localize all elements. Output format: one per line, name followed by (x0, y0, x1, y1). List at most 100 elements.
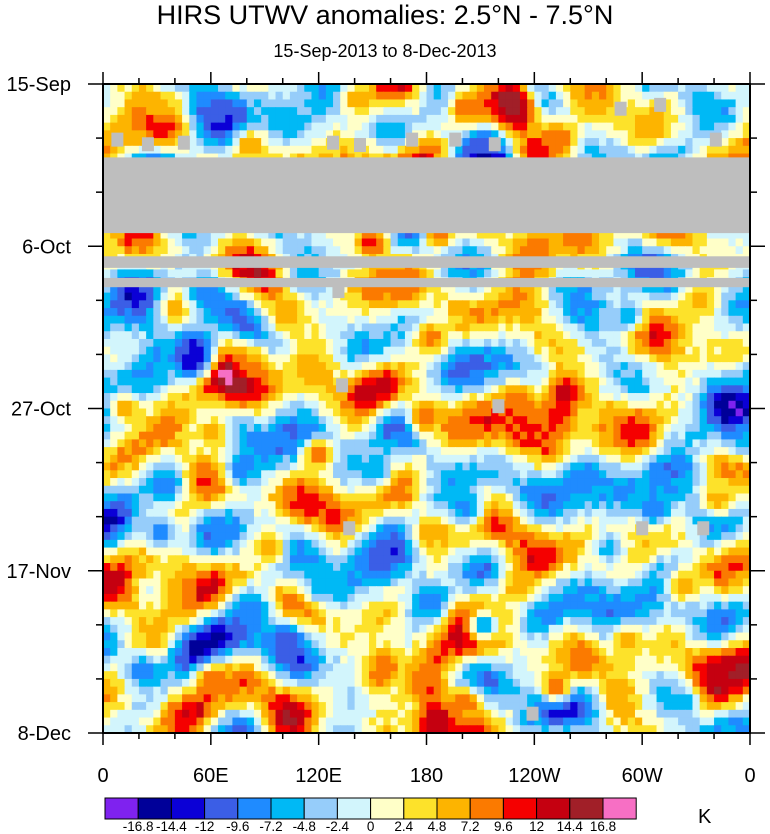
field-cell (541, 84, 550, 93)
field-cell (318, 114, 327, 124)
field-cell (182, 369, 190, 379)
field-cell (153, 485, 162, 495)
field-cell (174, 238, 183, 247)
field-cell (455, 369, 464, 379)
field-cell (541, 400, 550, 410)
field-cell (261, 230, 269, 240)
field-cell (678, 114, 686, 124)
field-cell (505, 346, 514, 356)
field-cell (491, 462, 499, 471)
field-cell (678, 230, 686, 240)
field-cell (174, 470, 183, 479)
field-cell (225, 138, 233, 147)
field-cell (721, 138, 730, 147)
field-cell (275, 454, 284, 464)
field-cell (203, 362, 212, 371)
field-cell (239, 284, 248, 294)
field-cell (218, 470, 226, 479)
field-cell (541, 338, 550, 348)
field-cell (412, 470, 420, 479)
field-cell (304, 393, 313, 402)
field-cell (196, 501, 205, 510)
field-cell (196, 393, 205, 402)
field-cell (455, 470, 464, 479)
field-cell (563, 447, 571, 456)
field-cell (670, 416, 679, 425)
field-cell (685, 246, 694, 255)
field-cell (124, 315, 133, 325)
field-cell (218, 284, 226, 294)
field-cell (275, 323, 284, 332)
field-cell (534, 346, 543, 356)
field-cell (613, 393, 622, 402)
field-cell (714, 485, 722, 495)
field-cell (117, 331, 126, 340)
field-cell (742, 292, 750, 301)
field-cell (368, 84, 377, 93)
field-cell (182, 501, 190, 510)
field-cell (146, 478, 154, 487)
field-cell (606, 269, 615, 278)
field-cell (297, 501, 305, 510)
field-cell (160, 292, 169, 301)
field-cell (606, 485, 615, 495)
field-cell (692, 385, 701, 394)
field-cell (519, 145, 528, 155)
field-cell (311, 501, 320, 510)
field-cell (225, 408, 233, 417)
field-cell (131, 346, 140, 356)
field-cell (261, 338, 269, 348)
field-cell (203, 230, 212, 240)
field-cell (484, 447, 492, 456)
field-cell (455, 447, 464, 456)
field-cell (563, 230, 571, 240)
field-cell (448, 338, 456, 348)
field-cell (189, 99, 198, 108)
field-cell (433, 331, 442, 340)
field-cell (735, 408, 744, 417)
field-cell (721, 400, 730, 410)
field-cell (203, 346, 212, 356)
field-cell (174, 508, 183, 518)
field-cell (476, 91, 485, 101)
field-cell (714, 346, 722, 356)
field-cell (318, 122, 327, 131)
field-cell (706, 284, 715, 294)
field-cell (642, 400, 650, 410)
field-cell (699, 91, 708, 101)
field-cell (584, 84, 593, 93)
field-cell (455, 462, 464, 471)
field-cell (253, 284, 262, 294)
field-cell (426, 346, 435, 356)
field-cell (742, 300, 750, 309)
field-cell (462, 408, 471, 417)
field-cell (613, 230, 622, 240)
field-cell (146, 346, 154, 356)
field-cell (390, 84, 399, 93)
field-cell (649, 408, 658, 417)
field-cell (203, 408, 212, 417)
field-cell (117, 145, 126, 155)
field-cell (634, 284, 643, 294)
field-cell (304, 122, 313, 131)
field-cell (153, 423, 162, 433)
field-cell (599, 354, 607, 363)
field-cell (340, 99, 349, 108)
field-cell (218, 431, 226, 441)
field-cell (117, 346, 126, 356)
field-cell (253, 462, 262, 471)
field-cell (620, 230, 629, 240)
field-cell (210, 269, 219, 278)
field-cell (599, 308, 607, 317)
field-cell (577, 331, 586, 340)
field-cell (253, 269, 262, 278)
field-cell (663, 501, 672, 510)
field-cell (685, 130, 694, 139)
field-cell (534, 385, 543, 394)
field-cell (606, 423, 615, 433)
field-cell (239, 416, 248, 425)
field-cell (462, 99, 471, 108)
field-cell (440, 377, 449, 386)
field-cell (225, 292, 233, 301)
field-cell (239, 331, 248, 340)
